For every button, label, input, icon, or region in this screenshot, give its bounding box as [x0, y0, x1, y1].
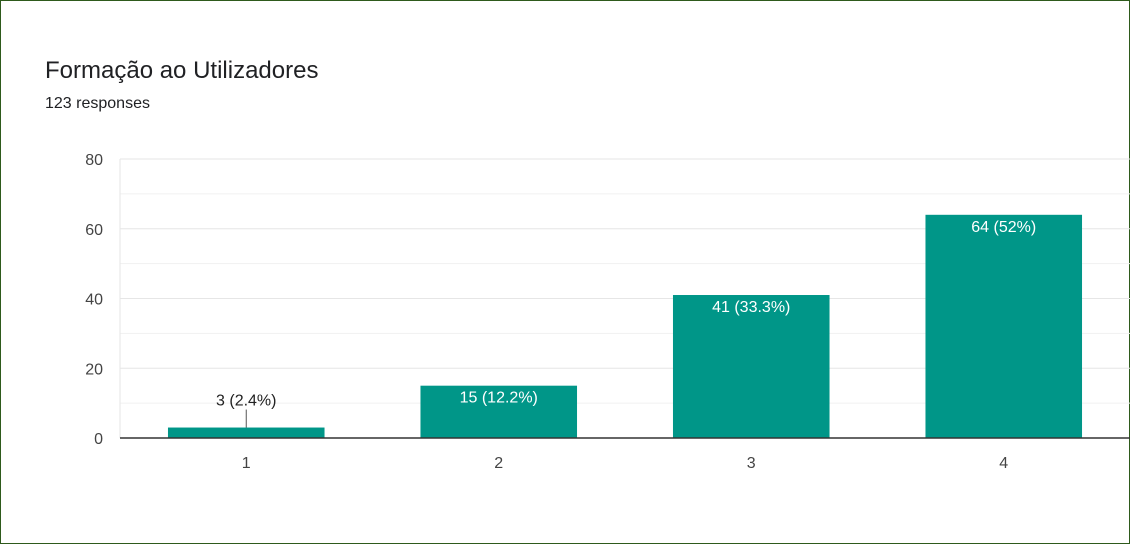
y-tick-label: 20	[85, 361, 103, 378]
bar	[672, 295, 830, 438]
x-tick-label: 4	[999, 455, 1008, 472]
data-label: 41 (33.3%)	[712, 299, 790, 316]
y-tick-label: 40	[85, 292, 103, 309]
y-tick-label: 60	[85, 222, 103, 239]
y-tick-label: 80	[85, 152, 103, 169]
x-tick-label: 1	[242, 455, 251, 472]
bar	[167, 427, 325, 438]
chart-header: Formação ao Utilizadores 123 responses	[45, 55, 318, 113]
data-label: 3 (2.4%)	[216, 393, 276, 410]
x-tick-label: 2	[494, 455, 503, 472]
y-tick-label: 0	[94, 431, 103, 448]
x-tick-label: 3	[747, 455, 756, 472]
chart-title: Formação ao Utilizadores	[45, 57, 319, 84]
bar	[925, 214, 1083, 438]
bar	[420, 385, 578, 438]
response-count: 123 responses	[45, 95, 150, 112]
data-label: 64 (52%)	[971, 219, 1036, 236]
data-label: 15 (12.2%)	[460, 390, 538, 407]
